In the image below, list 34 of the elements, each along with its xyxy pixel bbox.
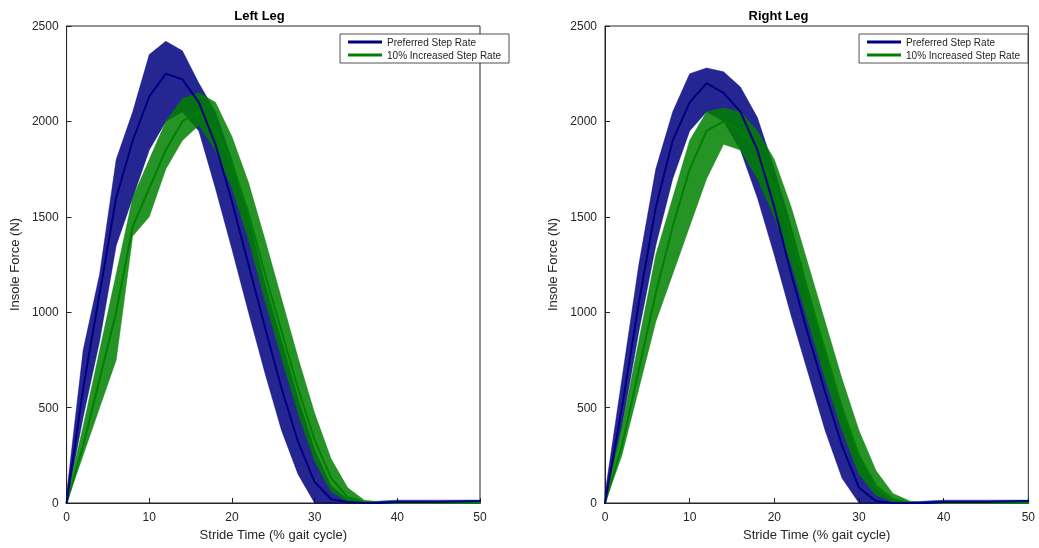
x-tick-label: 40 <box>390 510 405 524</box>
y-tick-label: 2500 <box>570 19 598 33</box>
x-tick-label: 20 <box>225 510 239 524</box>
y-tick-label: 0 <box>51 496 59 510</box>
x-tick-label: 0 <box>63 510 71 524</box>
x-tick-label: 0 <box>601 510 609 524</box>
y-tick-label: 1000 <box>570 305 598 320</box>
y-tick-label: 0 <box>590 496 598 510</box>
x-tick-label: 40 <box>936 510 951 524</box>
chart-title: Right Leg <box>748 8 809 23</box>
x-tick-label: 50 <box>1021 510 1036 524</box>
legend-label: Preferred Step Rate <box>906 36 996 48</box>
y-tick-label: 1000 <box>31 305 59 320</box>
chart-title: Left Leg <box>234 8 285 23</box>
y-axis-title: Insole Force (N) <box>7 217 22 312</box>
x-tick-label: 10 <box>682 510 697 524</box>
y-tick-label: 500 <box>576 400 598 415</box>
x-tick-label: 10 <box>142 510 157 524</box>
legend-label: 10% Increased Step Rate <box>387 49 502 61</box>
y-tick-label: 1500 <box>31 209 59 224</box>
x-axis-title: Stride Time (% gait cycle) <box>199 526 347 542</box>
y-tick-label: 2500 <box>31 19 59 33</box>
y-axis-title: Insole Force (N) <box>545 217 561 312</box>
y-tick-label: 500 <box>38 400 59 415</box>
y-tick-label: 1500 <box>570 209 598 224</box>
x-tick-label: 30 <box>852 510 866 524</box>
legend-label: 10% Increased Step Rate <box>906 49 1021 61</box>
y-tick-label: 2000 <box>31 114 59 129</box>
legend-label: Preferred Step Rate <box>387 36 477 48</box>
x-tick-label: 20 <box>767 510 782 524</box>
y-tick-label: 2000 <box>570 114 598 129</box>
x-axis-title: Stride Time (% gait cycle) <box>742 526 891 542</box>
x-tick-label: 50 <box>473 510 487 524</box>
x-tick-label: 30 <box>307 510 322 524</box>
